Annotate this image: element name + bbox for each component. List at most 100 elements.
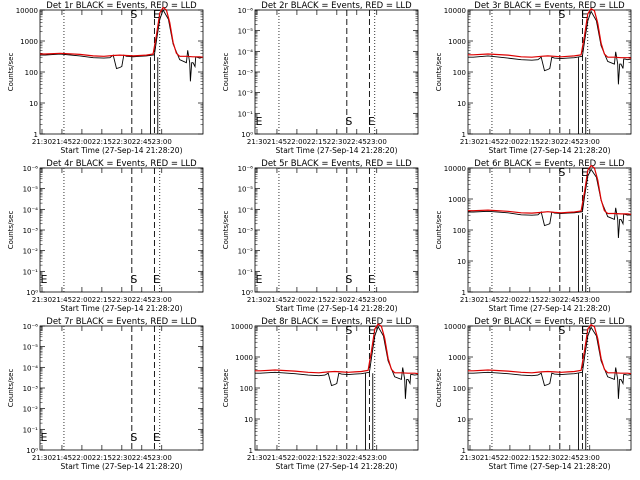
x-axis-label: Start Time (27-Sep-14 21:28:20) xyxy=(61,146,183,155)
y-axis-label: Counts/sec xyxy=(222,369,230,408)
y-tick-label: 10⁻⁴ xyxy=(238,206,254,214)
y-tick-label: 10000 xyxy=(444,7,466,15)
series-lld-line xyxy=(40,6,204,58)
y-tick-label: 10⁻⁵ xyxy=(23,186,39,194)
y-tick-label: 10⁻¹ xyxy=(238,110,254,118)
y-axis-label: Counts/sec xyxy=(222,211,230,250)
y-tick-label: 1 xyxy=(462,289,466,297)
x-tick-label: 23:00 xyxy=(580,138,600,146)
x-tick-label: 23:00 xyxy=(152,296,172,304)
series-lld-line xyxy=(468,7,632,59)
x-tick-label: 21:30 xyxy=(32,138,52,146)
y-tick-label: 10⁻¹ xyxy=(23,268,39,276)
y-tick-label: 10⁻⁶ xyxy=(238,165,254,173)
end-marker-label: E xyxy=(153,431,160,444)
series-events-line xyxy=(255,325,419,399)
y-tick-label: 10⁻⁴ xyxy=(238,48,254,56)
x-tick-label: 21:45 xyxy=(267,454,287,462)
y-tick-label: 10 xyxy=(457,258,466,266)
y-tick-label: 10⁻³ xyxy=(23,385,39,393)
x-axis-label: Start Time (27-Sep-14 21:28:20) xyxy=(61,462,183,471)
chart-title: Det 8r BLACK = Events, RED = LLD xyxy=(261,317,412,327)
y-tick-label: 10⁻¹ xyxy=(23,426,39,434)
y-axis-label: Counts/sec xyxy=(7,369,15,408)
y-tick-label: 1000 xyxy=(448,196,466,204)
start-marker-label: S xyxy=(558,8,565,21)
x-tick-label: 22:00 xyxy=(500,296,520,304)
x-tick-label: 22:15 xyxy=(520,138,540,146)
x-tick-label: 21:45 xyxy=(267,138,287,146)
start-marker-label: S xyxy=(130,273,137,286)
start-marker-label: S xyxy=(130,8,137,21)
x-tick-label: 22:45 xyxy=(560,454,580,462)
x-tick-label: 22:30 xyxy=(540,296,560,304)
x-tick-label: 21:45 xyxy=(52,138,72,146)
x-tick-label: 22:45 xyxy=(132,138,152,146)
y-tick-label: 1000 xyxy=(448,354,466,362)
y-tick-label: 1000 xyxy=(20,38,38,46)
end-marker-label: E xyxy=(153,8,160,21)
x-tick-label: 22:45 xyxy=(132,296,152,304)
y-tick-label: 10⁰ xyxy=(26,289,38,297)
y-axis-label: Counts/sec xyxy=(7,53,15,92)
x-axis-label: Start Time (27-Sep-14 21:28:20) xyxy=(276,304,398,313)
x-tick-label: 21:30 xyxy=(247,296,267,304)
y-tick-label: 10⁰ xyxy=(241,131,253,139)
end-marker-label: E xyxy=(153,273,160,286)
x-axis-label: Start Time (27-Sep-14 21:28:20) xyxy=(489,304,611,313)
y-tick-label: 10⁻⁶ xyxy=(238,7,254,15)
start-marker-label: S xyxy=(345,115,352,128)
y-tick-label: 10 xyxy=(244,416,253,424)
x-tick-label: 21:45 xyxy=(480,454,500,462)
x-tick-label: 22:15 xyxy=(307,454,327,462)
x-tick-label: 21:45 xyxy=(52,454,72,462)
end-marker-label: E xyxy=(581,8,588,21)
x-tick-label: 22:30 xyxy=(112,296,132,304)
x-tick-label: 22:45 xyxy=(347,454,367,462)
x-tick-label: 22:30 xyxy=(327,454,347,462)
y-axis-label: Counts/sec xyxy=(222,53,230,92)
y-tick-label: 10 xyxy=(29,100,38,108)
y-tick-label: 10⁻¹ xyxy=(238,268,254,276)
start-marker-label: S xyxy=(345,273,352,286)
y-tick-label: 10 xyxy=(457,100,466,108)
y-tick-label: 10⁻⁵ xyxy=(238,28,254,36)
series-lld-line xyxy=(255,323,419,375)
y-tick-label: 10000 xyxy=(231,323,253,331)
x-tick-label: 22:15 xyxy=(307,296,327,304)
x-tick-label: 21:45 xyxy=(480,138,500,146)
series-lld-line xyxy=(468,323,632,375)
series-events-line xyxy=(468,10,632,85)
x-tick-label: 22:15 xyxy=(92,296,112,304)
series-events-line xyxy=(40,8,204,82)
x-tick-label: 23:00 xyxy=(580,296,600,304)
x-tick-label: 21:30 xyxy=(247,138,267,146)
plot-frame xyxy=(39,325,204,451)
plot-frame xyxy=(39,167,204,293)
plot-frame xyxy=(39,9,204,135)
chart-panel-7: Det 7r BLACK = Events, RED = LLD 10⁰ 10⁻¹ 1… xyxy=(7,317,204,471)
x-tick-label: 21:30 xyxy=(460,296,480,304)
y-tick-label: 10⁻² xyxy=(23,248,39,256)
x-tick-label: 22:00 xyxy=(500,138,520,146)
x-tick-label: 22:30 xyxy=(540,454,560,462)
x-tick-label: 23:00 xyxy=(367,138,387,146)
x-tick-label: 22:30 xyxy=(112,138,132,146)
chart-title: Det 9r BLACK = Events, RED = LLD xyxy=(474,317,625,327)
x-tick-label: 22:30 xyxy=(540,138,560,146)
x-tick-label: 21:30 xyxy=(247,454,267,462)
y-tick-label: 10⁻² xyxy=(23,406,39,414)
y-tick-label: 10⁻² xyxy=(238,248,254,256)
x-axis-label: Start Time (27-Sep-14 21:28:20) xyxy=(489,146,611,155)
x-tick-label: 22:00 xyxy=(287,138,307,146)
y-axis-label: Counts/sec xyxy=(435,369,443,408)
y-tick-label: 1 xyxy=(34,131,38,139)
x-tick-label: 21:30 xyxy=(32,296,52,304)
y-tick-label: 100 xyxy=(240,385,253,393)
start-marker-label: S xyxy=(130,431,137,444)
x-tick-label: 22:30 xyxy=(112,454,132,462)
y-tick-label: 10⁻⁵ xyxy=(238,186,254,194)
x-tick-label: 22:45 xyxy=(560,138,580,146)
chart-panel-6: Det 6r BLACK = Events, RED = LLD 1 10 100 10… xyxy=(435,159,632,313)
y-tick-label: 1 xyxy=(462,131,466,139)
